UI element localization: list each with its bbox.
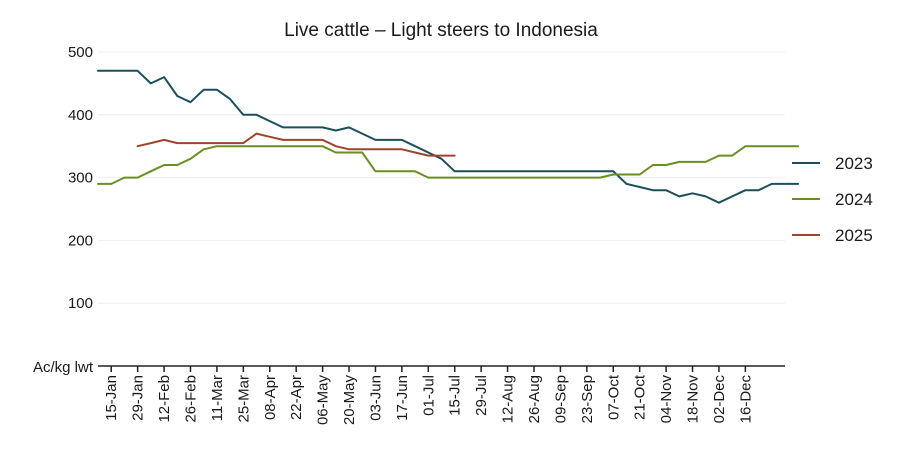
- x-tick-label: 15-Jan: [103, 375, 120, 421]
- x-tick-label: 09-Sep: [552, 375, 569, 423]
- legend-label-2023: 2023: [835, 154, 873, 173]
- y-tick-label: 100: [68, 295, 93, 312]
- x-tick-label: 29-Jan: [130, 375, 147, 421]
- y-axis-label: Ac/kg lwt: [33, 359, 94, 376]
- x-tick-label: 25-Mar: [235, 375, 252, 423]
- x-tick-label: 01-Jul: [420, 375, 437, 416]
- x-tick-label: 15-Jul: [447, 375, 464, 416]
- x-tick-label: 29-Jul: [473, 375, 490, 416]
- x-tick-label: 04-Nov: [658, 375, 675, 424]
- x-tick-label: 02-Dec: [711, 375, 728, 424]
- x-tick-label: 23-Sep: [579, 375, 596, 423]
- y-tick-labels: 100 200 300 400 500: [68, 44, 93, 312]
- legend-label-2024: 2024: [835, 190, 873, 209]
- series-line-2024: [97, 145, 800, 185]
- chart-title: Live cattle – Light steers to Indonesia: [284, 20, 598, 41]
- x-tick-label: 11-Mar: [209, 375, 226, 421]
- y-tick-label: 300: [68, 170, 93, 187]
- legend-label-2025: 2025: [835, 226, 873, 245]
- y-tick-label: 400: [68, 107, 93, 124]
- y-tick-label: 200: [68, 232, 93, 249]
- x-tick-label: 07-Oct: [605, 374, 622, 420]
- x-tick-label: 12-Aug: [500, 375, 517, 423]
- x-tick-labels: 15-Jan 29-Jan 12-Feb 26-Feb 11-Mar 25-Mar 08-A…: [103, 374, 754, 425]
- x-tick-label: 03-Jun: [367, 375, 384, 421]
- x-tick-label: 12-Feb: [156, 375, 173, 423]
- legend: 2023 2024 2025: [792, 154, 873, 245]
- axes-layer: [98, 365, 785, 372]
- x-tick-label: 18-Nov: [685, 375, 702, 424]
- x-tick-label: 08-Apr: [262, 375, 279, 420]
- x-tick-label: 21-Oct: [632, 374, 649, 420]
- series-line-2025: [136, 132, 456, 157]
- x-tick-label: 26-Aug: [526, 375, 543, 423]
- series-layer: [97, 69, 800, 204]
- x-tick-label: 22-Apr: [288, 375, 305, 420]
- series-line-2023: [97, 69, 800, 204]
- x-tick-label: 16-Dec: [737, 375, 754, 424]
- x-tick-label: 17-Jun: [394, 375, 411, 421]
- x-tick-label: 26-Feb: [182, 375, 199, 423]
- x-tick-label: 06-May: [315, 375, 332, 426]
- y-tick-label: 500: [68, 44, 93, 61]
- x-tick-label: 20-May: [341, 375, 358, 426]
